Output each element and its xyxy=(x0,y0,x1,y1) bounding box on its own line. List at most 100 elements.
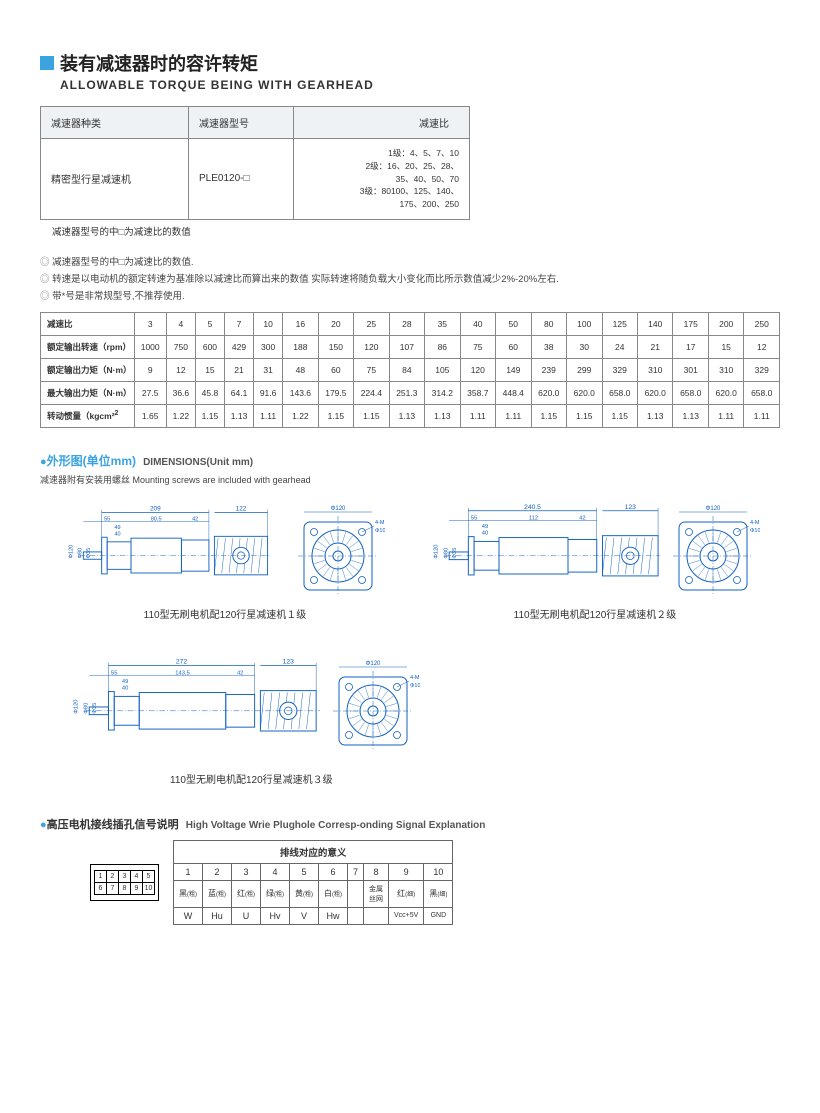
table-cell: 金属丝网 xyxy=(364,880,389,907)
table-cell: 12 xyxy=(744,335,780,358)
table-cell: 黑(粗) xyxy=(174,880,203,907)
table-cell: 179.5 xyxy=(318,381,353,404)
svg-text:Φ35: Φ35 xyxy=(452,547,458,558)
table-cell: 1.65 xyxy=(134,404,166,427)
table-cell: 658.0 xyxy=(744,381,780,404)
table-cell: 28 xyxy=(389,312,424,335)
table-cell: 7 xyxy=(224,312,253,335)
table-cell: 86 xyxy=(425,335,460,358)
table-cell: 3 xyxy=(134,312,166,335)
table-cell: 绿(粗) xyxy=(261,880,290,907)
table-cell: 75 xyxy=(460,335,495,358)
svg-text:Φ100: Φ100 xyxy=(750,528,760,534)
table-cell: W xyxy=(174,907,203,924)
connector-table: 排线对应的意义 12345678910 黑(粗)蓝(粗)红(粗)绿(粗)黄(粗)… xyxy=(173,840,453,925)
table-cell: 620.0 xyxy=(567,381,602,404)
table-cell: 9 xyxy=(134,358,166,381)
table-cell: 4 xyxy=(261,863,290,880)
table-cell: 750 xyxy=(166,335,195,358)
table-cell: 红(粗) xyxy=(232,880,261,907)
table-cell: 黑(细) xyxy=(424,880,453,907)
t1-h2: 减速器型号 xyxy=(188,107,293,139)
torque-spec-table: 减速比3457101620252835405080100125140175200… xyxy=(40,312,780,428)
table-cell: 310 xyxy=(637,358,672,381)
t3-header: 排线对应的意义 xyxy=(174,840,453,863)
t2-rowlabel-4: 转动惯量（kgcm²2 xyxy=(41,404,135,427)
table-cell: 1.22 xyxy=(166,404,195,427)
table-cell: 60 xyxy=(496,335,531,358)
table-cell: 200 xyxy=(708,312,743,335)
table-cell: 24 xyxy=(602,335,637,358)
table-cell: 107 xyxy=(389,335,424,358)
t1-r2: PLE0120-□ xyxy=(188,139,293,220)
table-cell: 1.15 xyxy=(602,404,637,427)
svg-text:Φ120: Φ120 xyxy=(434,544,440,558)
diagram-group-3: 27212355143.5424940Φ120Φ80Φ35 Φ1204-M10T… xyxy=(70,651,780,761)
svg-text:55: 55 xyxy=(104,517,110,523)
table-cell: 1.13 xyxy=(224,404,253,427)
title-cn: 装有减速器时的容许转矩 xyxy=(60,50,258,76)
table-cell: 1.11 xyxy=(744,404,780,427)
table-cell: 6 xyxy=(319,863,348,880)
table-cell: 1.15 xyxy=(531,404,566,427)
table-cell: 1.11 xyxy=(708,404,743,427)
table-cell: 1.15 xyxy=(318,404,353,427)
table-cell: 358.7 xyxy=(460,381,495,404)
table-cell: V xyxy=(290,907,319,924)
table-cell: 84 xyxy=(389,358,424,381)
svg-text:Φ100: Φ100 xyxy=(410,683,420,689)
table-cell: 140 xyxy=(637,312,672,335)
table-cell: 10 xyxy=(254,312,283,335)
table-cell: 120 xyxy=(354,335,389,358)
table-cell: 1.11 xyxy=(460,404,495,427)
svg-text:123: 123 xyxy=(283,658,294,665)
t2-rowlabel-0: 减速比 xyxy=(41,312,135,335)
svg-text:42: 42 xyxy=(237,670,243,676)
table-cell: 8 xyxy=(364,863,389,880)
dimensions-title: ●外形图(单位mm) DIMENSIONS(Unit mm) xyxy=(40,452,780,469)
table-cell: 30 xyxy=(567,335,602,358)
svg-text:122: 122 xyxy=(236,505,247,512)
svg-text:112: 112 xyxy=(529,515,538,521)
table-cell: Hw xyxy=(319,907,348,924)
svg-text:40: 40 xyxy=(122,685,128,691)
svg-text:Φ35: Φ35 xyxy=(92,702,98,713)
table-cell: 9 xyxy=(389,863,424,880)
svg-text:Φ120: Φ120 xyxy=(706,506,721,512)
diagram-caption-2: 110型无刷电机配120行星减速机２级 xyxy=(410,606,780,621)
table-cell: 2 xyxy=(203,863,232,880)
title-en: ALLOWABLE TORQUE BEING WITH GEARHEAD xyxy=(60,78,780,92)
table-cell: 620.0 xyxy=(708,381,743,404)
diagram-group-1: 2091225580.5424940Φ120Φ80Φ35 Φ1204-M10T2… xyxy=(40,496,410,606)
table-cell: 38 xyxy=(531,335,566,358)
table-cell: 21 xyxy=(224,358,253,381)
svg-text:42: 42 xyxy=(192,517,198,523)
table-cell: 100 xyxy=(567,312,602,335)
table-cell: 250 xyxy=(744,312,780,335)
table-cell: 75 xyxy=(354,358,389,381)
table-cell: 299 xyxy=(567,358,602,381)
bullet-3: 带*号是非常规型号,不推荐使用. xyxy=(40,288,780,302)
svg-text:Φ120: Φ120 xyxy=(68,545,74,559)
table-cell: 1.11 xyxy=(254,404,283,427)
table-cell: Hv xyxy=(261,907,290,924)
table-cell: 1.15 xyxy=(354,404,389,427)
t2-rowlabel-2: 额定输出力矩（N·m） xyxy=(41,358,135,381)
table-cell: 7 xyxy=(348,863,364,880)
table-cell: 1.13 xyxy=(673,404,708,427)
diagram-caption-1: 110型无刷电机配120行星减速机１级 xyxy=(40,606,410,621)
table-cell: 1.15 xyxy=(195,404,224,427)
table-cell: 4 xyxy=(166,312,195,335)
table-cell: 1000 xyxy=(134,335,166,358)
table-cell: 白(粗) xyxy=(319,880,348,907)
svg-text:55: 55 xyxy=(111,670,117,676)
svg-text:40: 40 xyxy=(482,530,488,536)
table-cell: 31 xyxy=(254,358,283,381)
t1-h1: 减速器种类 xyxy=(41,107,189,139)
svg-text:49: 49 xyxy=(115,525,121,531)
table-cell: 1 xyxy=(174,863,203,880)
svg-text:49: 49 xyxy=(482,524,488,530)
table-cell: 60 xyxy=(318,358,353,381)
svg-text:240.5: 240.5 xyxy=(524,504,541,511)
t1-r1: 精密型行星减速机 xyxy=(41,139,189,220)
